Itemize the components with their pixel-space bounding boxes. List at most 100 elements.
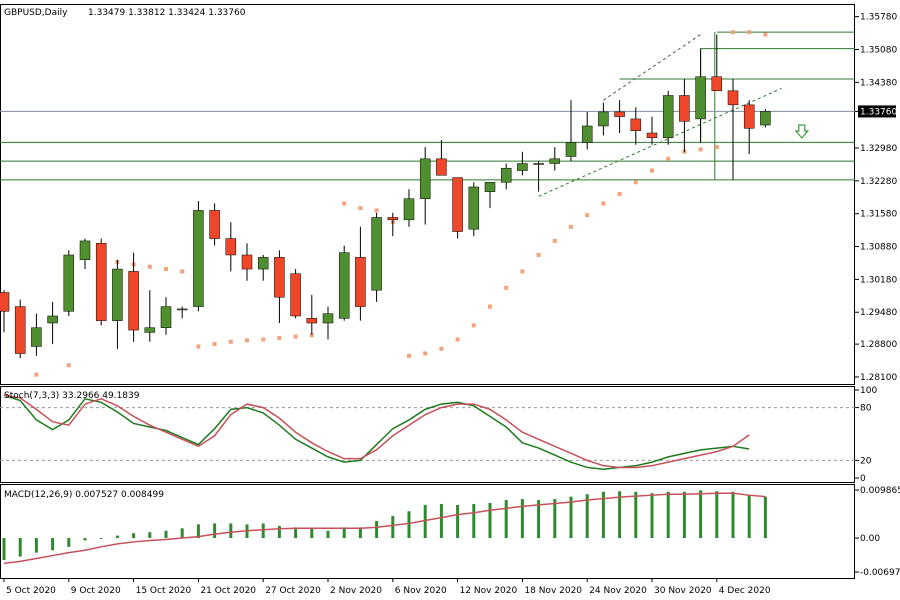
- bear-candle[interactable]: [452, 177, 463, 232]
- bear-candle[interactable]: [0, 292, 10, 312]
- bull-candle[interactable]: [112, 268, 123, 321]
- bull-candle[interactable]: [31, 327, 42, 347]
- macd-histogram-bar: [99, 538, 103, 540]
- bull-candle[interactable]: [517, 163, 528, 171]
- bear-candle[interactable]: [436, 158, 447, 176]
- bull-candle[interactable]: [662, 95, 674, 138]
- bull-candle[interactable]: [760, 111, 771, 126]
- bear-candle[interactable]: [679, 95, 690, 122]
- bull-candle[interactable]: [371, 217, 382, 291]
- parabolic-sar-dot: [601, 201, 606, 206]
- bull-candle[interactable]: [565, 142, 577, 157]
- bear-candle[interactable]: [128, 271, 139, 331]
- bull-candle[interactable]: [695, 76, 706, 120]
- bear-candle[interactable]: [95, 243, 107, 321]
- bull-candle[interactable]: [598, 111, 609, 127]
- parabolic-sar-dot: [293, 334, 298, 339]
- macd-histogram-bar: [132, 533, 136, 539]
- bull-candle[interactable]: [419, 158, 431, 199]
- macd-histogram-bar: [439, 503, 443, 539]
- macd-histogram-bar: [180, 528, 184, 539]
- bull-candle[interactable]: [160, 306, 172, 328]
- stoch-tick-label: 80: [860, 404, 872, 414]
- price-panel[interactable]: [0, 30, 855, 377]
- stochastic-panel[interactable]: [0, 394, 855, 470]
- bull-candle[interactable]: [484, 182, 496, 192]
- bear-candle[interactable]: [387, 217, 399, 221]
- bull-candle[interactable]: [533, 163, 544, 165]
- macd-histogram-bar: [213, 523, 217, 539]
- bull-candle[interactable]: [581, 125, 593, 143]
- bull-candle[interactable]: [193, 210, 204, 307]
- bear-candle[interactable]: [355, 257, 366, 307]
- time-tick-label: 5 Oct 2020: [6, 586, 56, 596]
- parabolic-sar-dot: [358, 206, 363, 211]
- price-tick-label: 1.30880: [860, 243, 897, 253]
- bull-candle[interactable]: [79, 240, 91, 260]
- bear-candle[interactable]: [274, 257, 285, 298]
- time-tick-label: 15 Oct 2020: [136, 586, 192, 596]
- macd-histogram-bar: [650, 493, 654, 539]
- macd-histogram-bar: [2, 538, 6, 560]
- time-tick-label: 9 Oct 2020: [71, 586, 121, 596]
- macd-histogram-bar: [634, 491, 638, 539]
- parabolic-sar-dot: [423, 351, 428, 356]
- bear-candle[interactable]: [614, 111, 625, 117]
- bear-candle[interactable]: [241, 254, 253, 270]
- bull-candle[interactable]: [468, 186, 480, 230]
- bear-candle[interactable]: [630, 118, 642, 131]
- parabolic-sar-dot: [552, 238, 557, 243]
- macd-histogram-bar: [537, 500, 541, 539]
- macd-tick-label: 0.009865: [860, 486, 900, 496]
- bear-candle[interactable]: [225, 238, 237, 256]
- bull-candle[interactable]: [176, 308, 188, 311]
- trendline: [603, 34, 701, 101]
- bull-candle[interactable]: [63, 254, 75, 312]
- parabolic-sar-dot: [164, 267, 168, 272]
- bear-candle[interactable]: [711, 76, 723, 92]
- parabolic-sar-dot: [747, 30, 752, 35]
- parabolic-sar-dot: [147, 264, 152, 269]
- bull-candle[interactable]: [257, 257, 269, 270]
- bear-candle[interactable]: [646, 132, 658, 138]
- macd-histogram-bar: [310, 528, 314, 539]
- macd-histogram-bar: [601, 491, 605, 539]
- parabolic-sar-dot: [698, 147, 703, 152]
- bear-candle[interactable]: [14, 306, 26, 354]
- stoch-tick-label: 100: [860, 386, 877, 396]
- price-tick-label: 1.35080: [860, 46, 897, 56]
- price-tick-label: 1.29480: [860, 308, 897, 318]
- time-tick-label: 18 Nov 2020: [524, 586, 582, 596]
- bear-candle[interactable]: [743, 104, 755, 129]
- bull-candle[interactable]: [144, 327, 156, 333]
- time-axis: 5 Oct 2020 9 Oct 2020 15 Oct 2020 21 Oct 20…: [3, 578, 771, 596]
- bear-candle[interactable]: [209, 210, 220, 239]
- down-arrow-icon[interactable]: [794, 124, 810, 139]
- macd-histogram-bar: [666, 491, 670, 539]
- stoch-tick-label: 20: [860, 456, 872, 466]
- macd-tick-label: -0.006973: [860, 568, 900, 578]
- price-panel-frame: [0, 4, 855, 385]
- bear-candle[interactable]: [290, 273, 301, 317]
- stochastic-title: Stoch(7,3,3) 33.2966 49.1839: [4, 391, 140, 401]
- bull-candle[interactable]: [403, 198, 415, 221]
- macd-histogram-bar: [261, 523, 265, 539]
- bull-candle[interactable]: [322, 313, 334, 324]
- stoch-tick-label: 0: [860, 474, 866, 484]
- parabolic-sar-dot: [277, 336, 282, 341]
- bull-candle[interactable]: [338, 252, 350, 319]
- stoch-signal-line: [3, 394, 750, 469]
- bull-candle[interactable]: [500, 167, 512, 183]
- macd-histogram-bar: [731, 491, 735, 539]
- bear-candle[interactable]: [727, 90, 739, 106]
- parabolic-sar-dot: [633, 180, 638, 185]
- macd-panel[interactable]: [2, 490, 767, 565]
- price-axis: 1.35780 1.35080 1.34380 1.33760 1.32980 1.322…: [855, 13, 900, 578]
- bear-candle[interactable]: [306, 318, 318, 324]
- bull-candle[interactable]: [549, 158, 561, 164]
- time-tick-label: 6 Nov 2020: [395, 586, 447, 596]
- macd-histogram-bar: [358, 527, 362, 539]
- bull-candle[interactable]: [47, 315, 58, 324]
- macd-histogram-bar: [67, 538, 71, 547]
